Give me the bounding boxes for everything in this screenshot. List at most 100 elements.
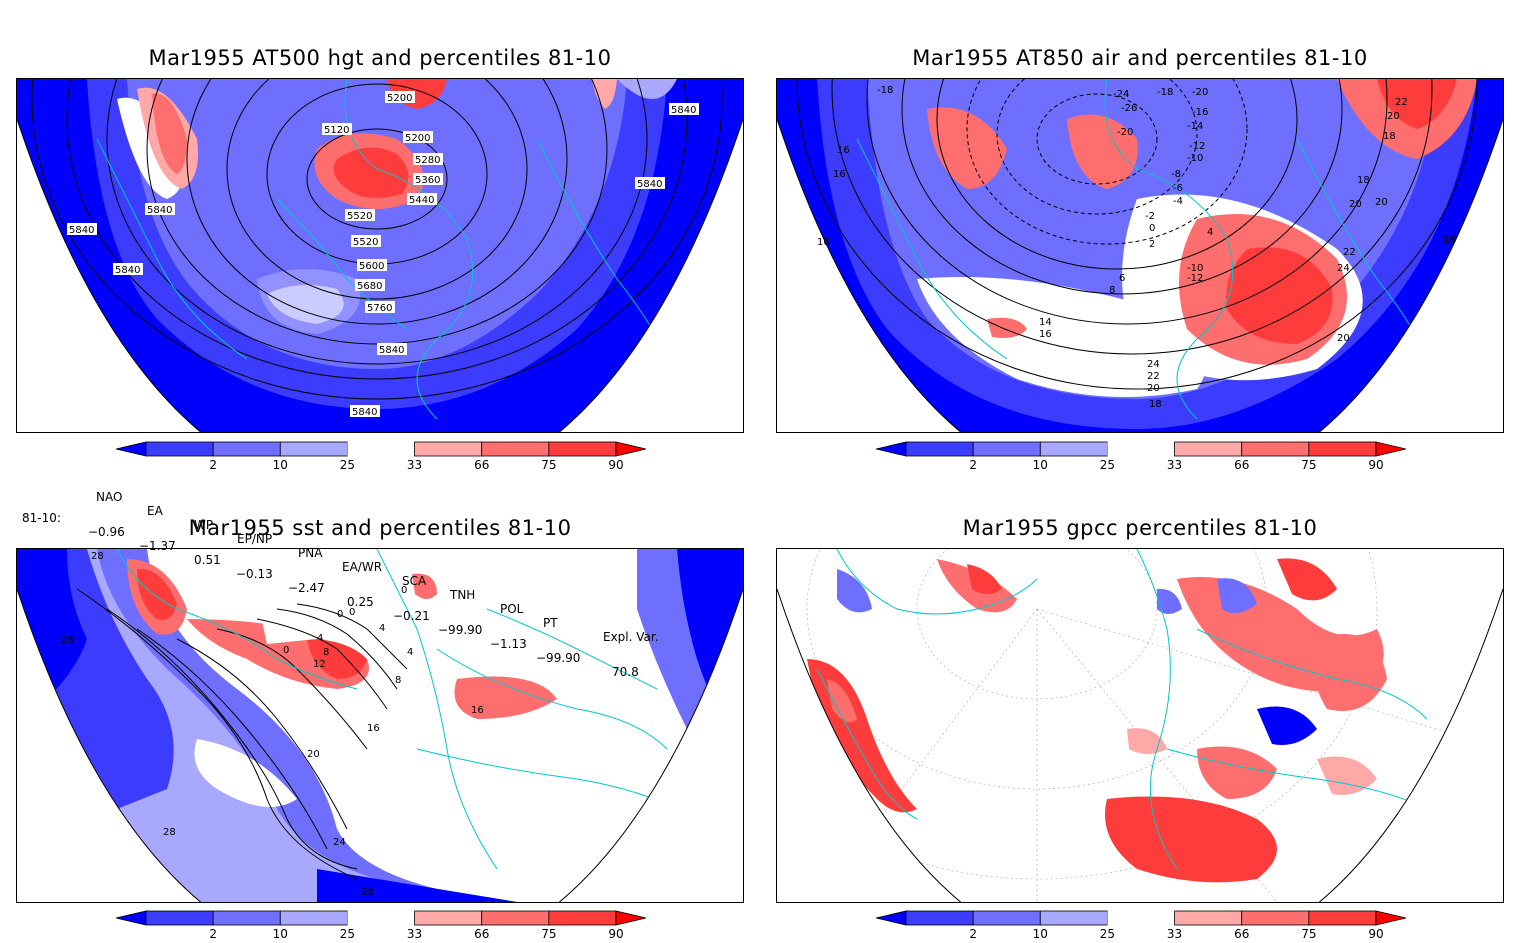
index-name: Expl. Var. (603, 630, 659, 644)
index-name: EP/NP (237, 532, 273, 546)
colorbar-label: 10 (273, 458, 288, 470)
index-row-label: 81-10: (22, 511, 61, 525)
colorbar-swatch (615, 441, 647, 457)
contour-labels-hgt500: 5200 5120 5200 5280 5360 5440 5520 5520 … (67, 91, 699, 418)
contour-label: 0 (337, 609, 343, 620)
contour-label: 5840 (147, 205, 172, 216)
colorbar-label: 75 (541, 458, 556, 470)
contour-label: 5520 (353, 237, 378, 248)
colorbar-swatch (1241, 441, 1310, 457)
contour-label: 20 (1337, 333, 1350, 344)
colorbar-swatch (875, 910, 907, 926)
colorbar-label: 25 (1100, 927, 1115, 939)
contour-label: 20 (1349, 199, 1362, 210)
index-value: 0.51 (194, 553, 221, 567)
colorbar-swatch (115, 910, 147, 926)
colorbar-label: 2 (969, 458, 977, 470)
contour-label: 4 (407, 647, 413, 658)
index-names-row: NAO EA WP EP/NP PNA EA/WR SCA TNH POL PT… (0, 476, 760, 644)
contour-label: -20 (1117, 127, 1133, 138)
map-panel-hgt500: 5200 5120 5200 5280 5360 5440 5520 5520 … (16, 78, 744, 433)
index-name: EA/WR (342, 560, 383, 574)
colorbar-label: 75 (1301, 927, 1316, 939)
contour-label: 18 (1383, 131, 1396, 142)
colorbar-swatch (115, 441, 147, 457)
colorbar-swatch (1039, 910, 1108, 926)
colorbar-swatch (347, 442, 415, 456)
colorbar-label: 66 (474, 927, 489, 939)
colorbar-swatch (1308, 910, 1377, 926)
index-name: NAO (96, 490, 123, 504)
contour-label: 16 (833, 169, 846, 180)
contour-label: 4 (379, 623, 385, 634)
map-panel-sst: 28 28 0 0 0 4 8 12 4 0 4 8 16 16 20 24 2… (16, 548, 744, 903)
contour-label: -8 (1171, 169, 1181, 180)
contour-label: 5200 (387, 93, 412, 104)
contour-label: 5680 (357, 281, 382, 292)
contour-label: 16 (367, 723, 380, 734)
contour-label: 5840 (69, 225, 94, 236)
colorbar-label: 10 (1033, 927, 1048, 939)
colorbar-swatch (875, 441, 907, 457)
colorbar-swatch (1308, 441, 1377, 457)
colorbar-label: 2 (209, 458, 217, 470)
index-value: −1.37 (139, 539, 176, 553)
contour-label: 14 (1039, 317, 1052, 328)
colorbar-swatch (481, 910, 550, 926)
colorbar-swatch (414, 441, 483, 457)
contour-label: -20 (1192, 87, 1208, 98)
contour-label: 8 (323, 647, 329, 658)
index-value: 0.25 (347, 595, 374, 609)
contour-label: 0 (349, 607, 355, 618)
contour-label: 8 (395, 675, 401, 686)
colorbar-label: 90 (1368, 927, 1383, 939)
contour-label: 5840 (379, 345, 404, 356)
map-panel-air850: -18 -20 -24 -26 -20 -18 -16 -14 -12 -10 … (776, 78, 1504, 433)
contour-label: 20 (1387, 111, 1400, 122)
index-name: PNA (298, 546, 323, 560)
index-value: −0.21 (393, 609, 430, 623)
contour-label: 22 (1147, 371, 1160, 382)
contour-label: 5200 (405, 133, 430, 144)
colorbar-swatch (1174, 910, 1243, 926)
contour-label: 0 (1149, 223, 1155, 234)
contour-label: 5840 (115, 265, 140, 276)
index-name: PT (543, 616, 558, 630)
contour-label: 16 (837, 145, 850, 156)
colorbar-label: 2 (209, 927, 217, 939)
colorbar-label: 10 (1033, 458, 1048, 470)
colorbar-label: 25 (340, 458, 355, 470)
colorbar-swatch (972, 441, 1041, 457)
index-value: −0.13 (236, 567, 273, 581)
contour-label: 5840 (637, 179, 662, 190)
contour-label: 22 (1343, 247, 1356, 258)
contour-label: -6 (1173, 183, 1183, 194)
colorbar-swatch (1039, 441, 1108, 457)
colorbar-swatch (212, 441, 281, 457)
colorbar-swatch (905, 910, 974, 926)
colorbar-label: 75 (541, 927, 556, 939)
contour-label: 5840 (671, 105, 696, 116)
contour-label: -18 (1157, 87, 1173, 98)
index-value: −0.96 (88, 525, 125, 539)
index-name: WP (194, 518, 214, 532)
contour-label: -18 (877, 85, 893, 96)
panel-title-sst: Mar1955 sst and percentiles 81-10 (188, 516, 572, 540)
colorbar-swatch (347, 911, 415, 925)
index-value: −1.13 (490, 637, 527, 651)
contour-label: -4 (1173, 196, 1183, 207)
index-value: −2.47 (288, 581, 325, 595)
colorbar-label: 75 (1301, 458, 1316, 470)
contour-label: 5360 (415, 175, 440, 186)
index-value: −99.90 (536, 651, 581, 665)
colorbar-swatch (1241, 910, 1310, 926)
contour-label: 20 (307, 749, 320, 760)
contour-label: 6 (1119, 273, 1125, 284)
contour-label: 18 (1357, 175, 1370, 186)
index-name: SCA (402, 574, 427, 588)
colorbar-air850: 210253366759098 (875, 440, 1451, 472)
colorbar-swatch (1107, 911, 1175, 925)
colorbar-label: 90 (1368, 458, 1383, 470)
colorbar-swatch (1174, 441, 1243, 457)
contour-label: 4 (1207, 227, 1213, 238)
